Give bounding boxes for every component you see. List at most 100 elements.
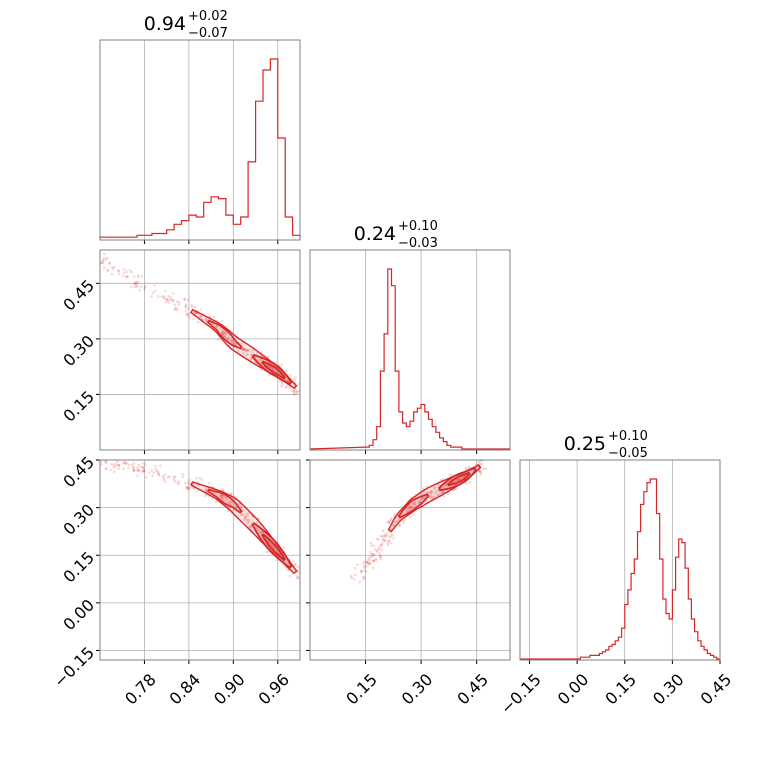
panel-title-2: 0.24 +0.10 −0.03: [354, 219, 438, 251]
sample-point: [245, 512, 248, 515]
sample-point: [468, 481, 472, 484]
sample-point: [420, 497, 424, 501]
y-tick-label: 0.30: [59, 500, 98, 539]
sample-point: [384, 539, 387, 543]
sample-point: [135, 285, 138, 289]
sample-point: [150, 295, 153, 298]
sample-point: [143, 463, 147, 466]
sample-point: [124, 462, 128, 466]
x-tick-label: 0.15: [342, 670, 381, 709]
sample-point: [172, 298, 175, 302]
sample-point: [247, 349, 251, 352]
sample-point: [372, 554, 376, 557]
sample-point: [160, 295, 164, 298]
sample-point: [105, 257, 109, 260]
sample-point: [187, 487, 190, 491]
sample-point: [428, 493, 432, 497]
sample-point: [365, 560, 369, 564]
sample-point: [190, 305, 194, 309]
sample-point: [123, 460, 126, 464]
sample-point: [390, 518, 393, 521]
sample-point: [195, 476, 198, 480]
sample-point: [155, 469, 158, 473]
sample-point: [192, 317, 195, 321]
sample-point: [358, 580, 362, 584]
sample-point: [234, 505, 238, 509]
sample-point: [223, 335, 226, 339]
sample-point: [143, 469, 146, 472]
sample-point: [479, 473, 483, 476]
sample-point: [362, 578, 366, 581]
sample-point: [408, 505, 412, 509]
sample-point: [394, 520, 397, 524]
sample-point: [413, 500, 417, 503]
sample-point: [141, 469, 145, 473]
sample-point: [295, 577, 299, 580]
sample-point: [410, 506, 414, 509]
sample-point: [225, 496, 228, 499]
sample-point: [378, 554, 382, 557]
sample-point: [199, 315, 202, 319]
histogram-step-3: [520, 478, 720, 660]
sample-point: [436, 489, 440, 492]
sample-point: [255, 521, 259, 525]
sample-point: [280, 363, 283, 366]
histogram-panel-2: [309, 249, 511, 454]
sample-point: [271, 545, 274, 549]
sample-point: [467, 465, 471, 469]
sample-point: [457, 478, 461, 482]
sample-point: [219, 494, 223, 498]
sample-point: [139, 470, 142, 473]
sample-point: [386, 520, 389, 524]
sample-point: [428, 491, 432, 494]
sample-point: [295, 390, 299, 393]
panel-frame: [309, 249, 511, 451]
sample-point: [130, 463, 134, 467]
sample-point: [145, 476, 148, 479]
sample-point: [117, 269, 120, 272]
sample-points: [100, 459, 300, 580]
sample-point: [284, 385, 288, 389]
sample-point: [269, 366, 272, 370]
sample-point: [241, 347, 244, 351]
sample-point: [100, 463, 104, 466]
sample-point: [393, 513, 396, 516]
sample-point: [442, 486, 446, 490]
sample-point: [248, 526, 252, 530]
sample-point: [136, 474, 139, 478]
sample-point: [429, 492, 433, 495]
sample-point: [110, 272, 114, 276]
sample-point: [412, 513, 415, 516]
y-tick-label: 0.45: [59, 453, 98, 492]
sample-point: [371, 566, 375, 570]
sample-point: [288, 386, 292, 389]
histogram-step-2: [309, 268, 510, 450]
sample-point: [242, 347, 246, 351]
sample-point: [220, 493, 224, 497]
sample-point: [379, 554, 383, 558]
sample-point: [374, 558, 378, 562]
sample-point: [184, 309, 187, 312]
sample-point: [267, 373, 271, 377]
sample-point: [294, 389, 297, 393]
sample-point: [103, 252, 106, 256]
sample-point: [222, 497, 226, 500]
sample-point: [131, 465, 135, 469]
sample-point: [220, 496, 223, 500]
contour-inner: [261, 533, 287, 562]
sample-point: [434, 486, 437, 489]
sample-point: [228, 500, 232, 504]
sample-point: [100, 261, 104, 265]
sample-point: [442, 495, 446, 498]
sample-point: [127, 466, 130, 470]
sample-point: [365, 570, 368, 573]
sample-point: [220, 494, 224, 498]
sample-point: [228, 502, 232, 506]
sample-point: [114, 462, 118, 466]
sample-point: [249, 525, 252, 528]
sample-point: [169, 296, 172, 299]
sample-point: [479, 462, 483, 466]
sample-point: [214, 325, 218, 328]
sample-point: [296, 391, 299, 394]
sample-point: [142, 469, 146, 473]
